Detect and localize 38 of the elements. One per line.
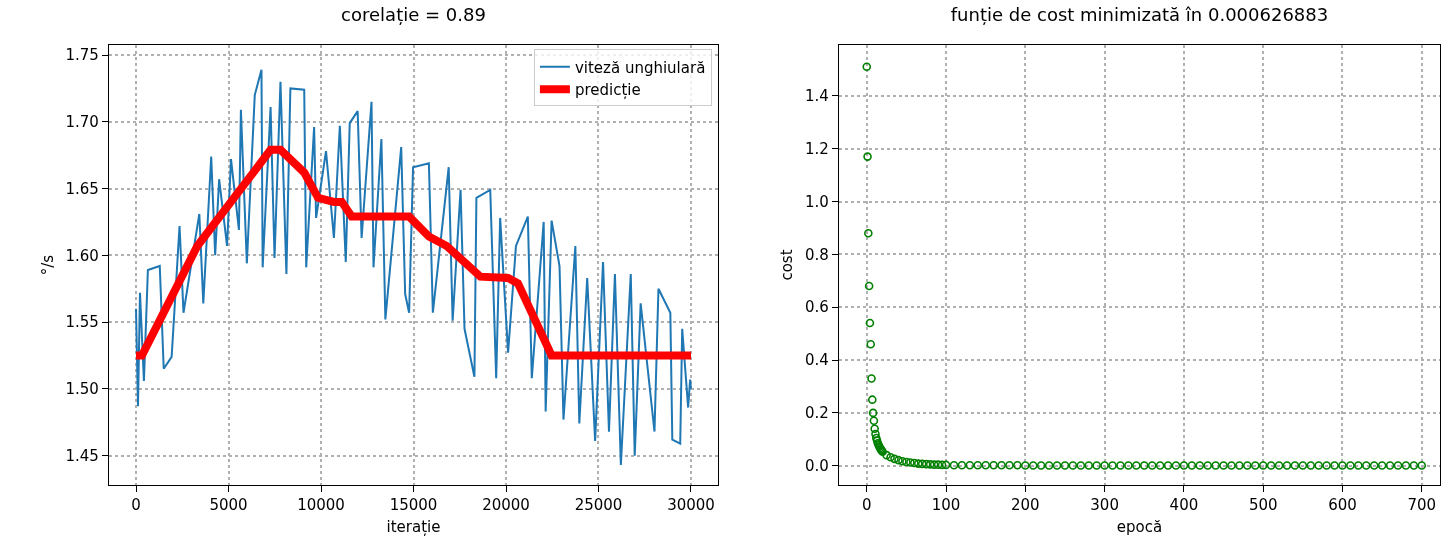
y-axis-title: cost xyxy=(778,249,797,281)
x-tick-label: 200 xyxy=(1011,496,1040,515)
y-tick-label: 1.45 xyxy=(65,446,99,465)
x-tick-label: 10000 xyxy=(297,496,345,515)
x-tick-label: 0 xyxy=(131,496,141,515)
chart-title: funție de cost minimizată în 0.000626883 xyxy=(950,3,1329,25)
x-tick-label: 600 xyxy=(1328,496,1357,515)
y-tick-label: 1.75 xyxy=(65,46,99,65)
x-tick-label: 20000 xyxy=(482,496,530,515)
x-tick-label: 25000 xyxy=(574,496,623,515)
x-tick-label: 400 xyxy=(1169,496,1199,515)
legend-label: predicție xyxy=(574,81,641,99)
x-tick-label: 700 xyxy=(1407,496,1437,515)
y-tick-label: 1.0 xyxy=(804,192,829,211)
y-axis-title: °/s xyxy=(38,254,57,276)
y-tick-label: 0.0 xyxy=(804,456,829,475)
y-tick-label: 1.2 xyxy=(804,139,829,158)
chart-title: corelație = 0.89 xyxy=(341,3,486,25)
x-tick-label: 0 xyxy=(861,496,872,515)
y-tick-label: 0.4 xyxy=(804,351,829,370)
y-tick-label: 0.6 xyxy=(804,298,829,317)
x-axis-title: epocă xyxy=(1116,518,1163,537)
y-tick-label: 1.4 xyxy=(804,87,829,106)
x-tick-label: 100 xyxy=(931,496,961,515)
x-tick-label: 30000 xyxy=(667,496,715,515)
legend-label: viteză unghiulară xyxy=(574,58,706,77)
x-tick-label: 5000 xyxy=(209,496,248,515)
y-tick-label: 1.55 xyxy=(65,313,99,332)
x-axis-title: iterație xyxy=(386,518,441,537)
y-tick-label: 1.70 xyxy=(65,113,99,132)
x-tick-label: 300 xyxy=(1090,496,1119,515)
y-tick-label: 1.65 xyxy=(65,179,99,198)
x-tick-label: 500 xyxy=(1248,496,1278,515)
y-tick-label: 1.60 xyxy=(65,246,99,265)
y-tick-label: 1.50 xyxy=(65,380,99,399)
x-tick-label: 15000 xyxy=(389,496,438,515)
y-tick-label: 0.2 xyxy=(804,404,829,423)
y-tick-label: 0.8 xyxy=(804,245,829,264)
